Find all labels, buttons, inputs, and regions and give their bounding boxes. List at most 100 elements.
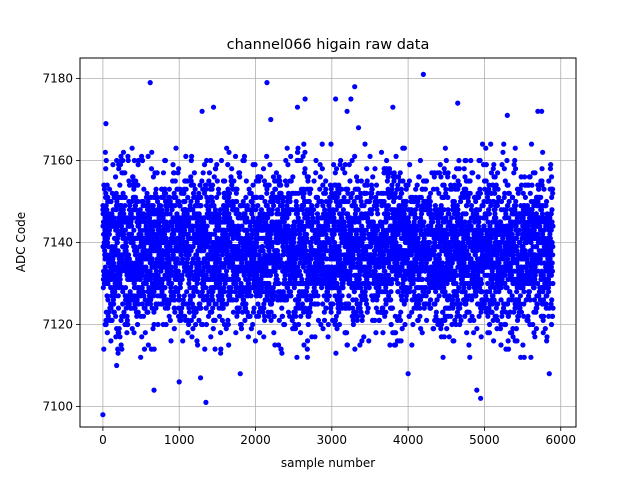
data-point [248,293,254,299]
data-point [103,203,109,209]
data-point [110,268,116,274]
data-point [419,330,425,336]
data-point [213,264,219,270]
data-point [157,203,164,209]
data-point [112,244,118,250]
data-point [191,289,197,295]
data-point [177,285,183,291]
data-point [122,203,128,209]
data-point [122,235,128,241]
data-point [120,190,126,196]
data-point [178,317,184,323]
data-point [213,166,219,172]
data-point [182,313,188,319]
data-point [231,178,237,184]
data-point [115,223,121,229]
data-point [395,280,401,287]
data-point [325,321,331,328]
data-point [147,252,153,258]
data-point [423,178,430,184]
data-point [195,276,201,282]
data-point [103,157,109,164]
data-point [184,256,191,262]
data-point [372,166,378,172]
data-point [281,321,288,328]
data-point [370,174,376,180]
data-point [160,276,166,282]
data-point [161,231,168,237]
data-point [143,252,149,258]
data-point [176,293,182,299]
data-point [132,252,138,258]
data-point [163,219,169,225]
data-point [144,190,150,196]
data-point [164,207,170,213]
data-point [190,256,196,262]
data-point [150,293,157,299]
data-point [175,170,181,176]
data-point [122,227,128,233]
data-point [388,297,394,303]
data-point [119,346,125,352]
data-point [105,297,111,303]
data-point [124,313,130,319]
data-point [301,342,307,348]
data-point [128,219,134,225]
data-point [168,280,175,287]
data-point [106,231,112,237]
data-point [175,166,182,172]
data-point [125,252,132,258]
data-point [169,272,175,278]
data-point [147,276,154,282]
data-point [243,301,249,307]
data-point [109,211,115,217]
data-point [236,305,242,311]
data-point [104,293,110,299]
data-point [184,178,191,184]
data-point [131,186,137,192]
data-point [148,297,154,303]
data-point [201,280,207,287]
data-point [197,301,203,307]
data-point [143,223,149,229]
data-point [185,330,191,336]
data-point [134,321,141,328]
data-point [124,330,130,336]
data-point [328,309,334,315]
data-point [190,207,196,213]
data-point [294,354,300,360]
data-point [373,330,379,336]
data-point [118,268,125,274]
data-point [125,157,131,164]
data-point [355,207,361,213]
data-point [352,346,358,352]
data-point [200,293,206,299]
data-point [179,305,185,311]
data-point [243,178,249,184]
data-point [440,354,446,360]
data-point [117,162,124,168]
data-point [101,186,108,192]
data-point [234,186,240,192]
data-point [344,342,350,348]
data-point [184,239,190,246]
data-point [367,153,373,159]
data-point [172,215,178,221]
data-point [378,149,385,155]
data-point [389,186,395,192]
data-point [218,346,224,352]
data-point [380,330,386,336]
data-point [402,321,408,328]
data-point [206,178,212,184]
data-point [172,178,178,184]
data-point [446,334,452,340]
data-point [209,186,215,192]
data-point [160,215,166,221]
data-point [213,244,219,250]
data-point [163,244,170,250]
data-point [177,280,183,287]
data-point [121,309,127,315]
data-point [172,309,178,315]
data-point [110,297,117,303]
data-point [233,330,239,336]
